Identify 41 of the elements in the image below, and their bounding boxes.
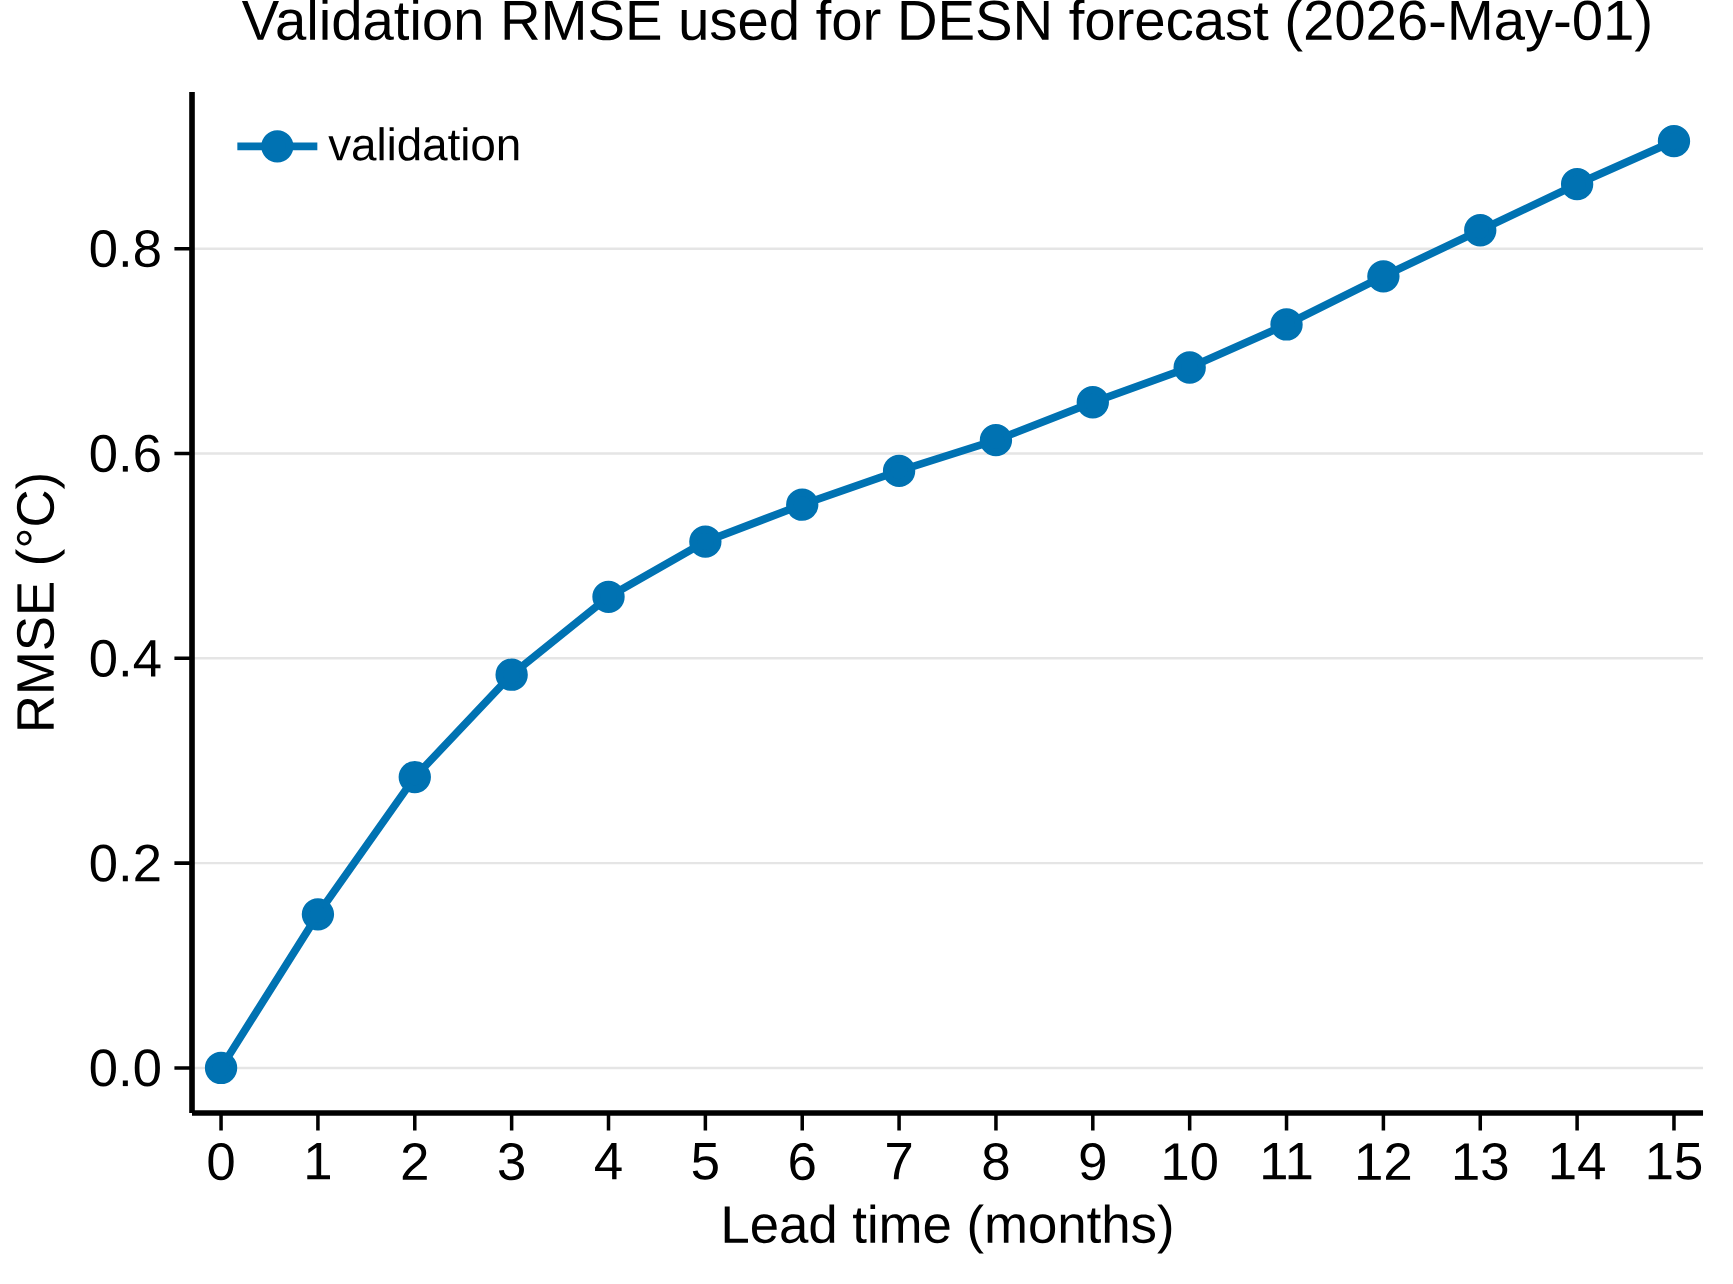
x-tick-label: 2 — [402, 1143, 427, 1180]
point — [592, 580, 625, 614]
x-axis-title: Lead time (months) — [724, 1204, 1172, 1254]
x-tick-label: 14 — [1551, 1143, 1605, 1180]
y-tick-label: 0.4 — [90, 639, 161, 677]
x-tick-label: 11 — [1263, 1143, 1312, 1180]
x-tick-label: 13 — [1454, 1143, 1508, 1181]
x-tick-label: 1 — [307, 1143, 330, 1180]
legend-label: validation — [328, 127, 519, 161]
x-tick-label: 0 — [208, 1143, 234, 1181]
point — [1076, 386, 1109, 419]
x-tick-label: 12 — [1358, 1143, 1411, 1180]
chart-title: Validation RMSE used for DESN forecast (2026-May-01) — [241, 0, 1650, 52]
point — [689, 525, 722, 558]
y-axis-title: RMSE (°C) — [15, 475, 65, 729]
point — [1270, 308, 1303, 341]
y-tick-label: 0.0 — [90, 1049, 160, 1087]
y-tick-label: 0.6 — [90, 434, 160, 473]
x-tick-label: 5 — [692, 1143, 718, 1180]
y-tick-label: 0.2 — [90, 844, 160, 882]
point — [882, 454, 916, 488]
point — [1560, 167, 1594, 201]
x-tick-label: 8 — [983, 1143, 1009, 1181]
x-tick-label: 10 — [1164, 1143, 1217, 1181]
x-tick-label: 9 — [1080, 1143, 1105, 1181]
point — [1173, 351, 1206, 384]
point — [495, 658, 528, 691]
point — [1657, 124, 1691, 158]
point — [1367, 260, 1400, 293]
point — [1464, 214, 1497, 247]
x-tick-label: 6 — [790, 1143, 815, 1181]
x-tick-label: 7 — [887, 1143, 912, 1180]
point — [979, 424, 1013, 457]
x-tick-label: 3 — [498, 1143, 524, 1181]
point — [301, 898, 335, 931]
point — [204, 1051, 238, 1085]
x-tick-label: 15 — [1648, 1143, 1702, 1180]
x-tick-label: 4 — [595, 1143, 622, 1180]
y-tick-label: 0.8 — [90, 229, 160, 268]
point — [398, 760, 431, 794]
point — [786, 488, 819, 521]
